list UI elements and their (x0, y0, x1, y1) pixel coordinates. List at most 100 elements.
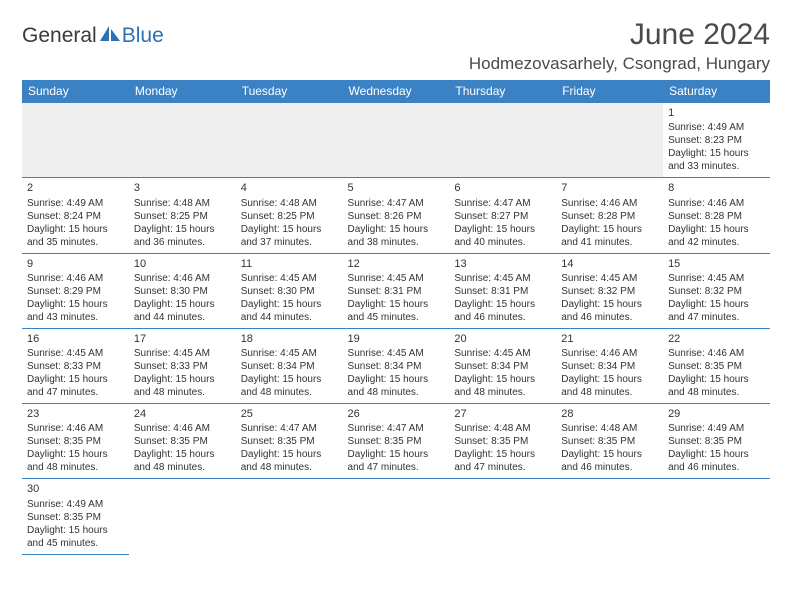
location-text: Hodmezovasarhely, Csongrad, Hungary (469, 54, 770, 74)
sun-info-line: Sunset: 8:35 PM (241, 435, 338, 448)
sun-info-line: Daylight: 15 hours (668, 298, 765, 311)
sun-info-line: Daylight: 15 hours (241, 448, 338, 461)
calendar-cell: 26Sunrise: 4:47 AMSunset: 8:35 PMDayligh… (343, 404, 450, 479)
calendar-cell: 22Sunrise: 4:46 AMSunset: 8:35 PMDayligh… (663, 328, 770, 403)
sun-info-line: Sunset: 8:30 PM (241, 285, 338, 298)
sun-info-line: Daylight: 15 hours (27, 298, 124, 311)
calendar-cell (449, 103, 556, 178)
calendar-cell: 9Sunrise: 4:46 AMSunset: 8:29 PMDaylight… (22, 253, 129, 328)
logo-text-b: Blue (122, 24, 164, 48)
calendar-cell: 6Sunrise: 4:47 AMSunset: 8:27 PMDaylight… (449, 178, 556, 253)
sun-info-line: and 47 minutes. (348, 461, 445, 474)
day-number: 13 (454, 257, 551, 271)
calendar-cell: 24Sunrise: 4:46 AMSunset: 8:35 PMDayligh… (129, 404, 236, 479)
sun-info-line: Sunrise: 4:46 AM (134, 272, 231, 285)
sun-info-line: Sunrise: 4:46 AM (27, 272, 124, 285)
sun-info-line: Daylight: 15 hours (134, 448, 231, 461)
sun-info-line: and 41 minutes. (561, 236, 658, 249)
calendar-cell: 11Sunrise: 4:45 AMSunset: 8:30 PMDayligh… (236, 253, 343, 328)
sun-info-line: Sunset: 8:33 PM (27, 360, 124, 373)
day-number: 22 (668, 332, 765, 346)
sun-info-line: Sunrise: 4:45 AM (27, 347, 124, 360)
sun-info-line: Sunrise: 4:49 AM (668, 121, 765, 134)
sun-info-line: Sunrise: 4:46 AM (561, 197, 658, 210)
sun-info-line: and 48 minutes. (241, 386, 338, 399)
sun-info-line: Sunrise: 4:45 AM (348, 272, 445, 285)
calendar-cell: 13Sunrise: 4:45 AMSunset: 8:31 PMDayligh… (449, 253, 556, 328)
sun-info-line: Daylight: 15 hours (668, 448, 765, 461)
sun-info-line: Sunset: 8:35 PM (27, 435, 124, 448)
calendar-cell: 14Sunrise: 4:45 AMSunset: 8:32 PMDayligh… (556, 253, 663, 328)
sun-info-line: Daylight: 15 hours (561, 223, 658, 236)
calendar-cell: 20Sunrise: 4:45 AMSunset: 8:34 PMDayligh… (449, 328, 556, 403)
calendar-cell: 27Sunrise: 4:48 AMSunset: 8:35 PMDayligh… (449, 404, 556, 479)
sun-info-line: and 44 minutes. (241, 311, 338, 324)
calendar-cell: 25Sunrise: 4:47 AMSunset: 8:35 PMDayligh… (236, 404, 343, 479)
sun-info-line: and 45 minutes. (348, 311, 445, 324)
sun-info-line: Sunset: 8:35 PM (561, 435, 658, 448)
calendar-cell: 28Sunrise: 4:48 AMSunset: 8:35 PMDayligh… (556, 404, 663, 479)
sun-info-line: Sunset: 8:23 PM (668, 134, 765, 147)
sun-info-line: Sunset: 8:33 PM (134, 360, 231, 373)
sun-info-line: Sunrise: 4:46 AM (27, 422, 124, 435)
sun-info-line: Sunrise: 4:45 AM (561, 272, 658, 285)
sun-info-line: and 46 minutes. (561, 311, 658, 324)
day-number: 14 (561, 257, 658, 271)
day-number: 8 (668, 181, 765, 195)
sun-info-line: Daylight: 15 hours (561, 373, 658, 386)
sun-info-line: Sunrise: 4:47 AM (241, 422, 338, 435)
sun-info-line: Sunset: 8:34 PM (241, 360, 338, 373)
calendar-cell: 15Sunrise: 4:45 AMSunset: 8:32 PMDayligh… (663, 253, 770, 328)
sun-info-line: Sunset: 8:27 PM (454, 210, 551, 223)
day-number: 29 (668, 407, 765, 421)
day-header: Thursday (449, 80, 556, 103)
sun-info-line: and 33 minutes. (668, 160, 765, 173)
sun-info-line: and 43 minutes. (27, 311, 124, 324)
day-number: 15 (668, 257, 765, 271)
sun-info-line: and 37 minutes. (241, 236, 338, 249)
sun-info-line: and 42 minutes. (668, 236, 765, 249)
calendar-cell: 29Sunrise: 4:49 AMSunset: 8:35 PMDayligh… (663, 404, 770, 479)
sun-info-line: Sunset: 8:25 PM (241, 210, 338, 223)
day-number: 19 (348, 332, 445, 346)
calendar-cell (343, 479, 450, 554)
sun-info-line: Daylight: 15 hours (668, 223, 765, 236)
sun-info-line: Sunset: 8:31 PM (348, 285, 445, 298)
calendar-cell: 12Sunrise: 4:45 AMSunset: 8:31 PMDayligh… (343, 253, 450, 328)
day-number: 21 (561, 332, 658, 346)
page-header: General Blue June 2024 Hodmezovasarhely,… (22, 18, 770, 74)
sun-info-line: Sunrise: 4:46 AM (561, 347, 658, 360)
logo-text-a: General (22, 24, 97, 48)
day-number: 7 (561, 181, 658, 195)
sun-info-line: Daylight: 15 hours (668, 147, 765, 160)
calendar-cell (129, 103, 236, 178)
sun-info-line: Sunrise: 4:45 AM (348, 347, 445, 360)
sun-info-line: Sunrise: 4:48 AM (241, 197, 338, 210)
sun-info-line: and 45 minutes. (27, 537, 124, 550)
sun-info-line: and 48 minutes. (668, 386, 765, 399)
calendar-row: 2Sunrise: 4:49 AMSunset: 8:24 PMDaylight… (22, 178, 770, 253)
sun-info-line: Sunrise: 4:45 AM (241, 347, 338, 360)
day-header: Wednesday (343, 80, 450, 103)
sun-info-line: Daylight: 15 hours (241, 373, 338, 386)
sun-info-line: and 48 minutes. (27, 461, 124, 474)
sun-info-line: Sunrise: 4:45 AM (454, 347, 551, 360)
day-number: 25 (241, 407, 338, 421)
calendar-cell: 1Sunrise: 4:49 AMSunset: 8:23 PMDaylight… (663, 103, 770, 178)
sun-info-line: and 47 minutes. (668, 311, 765, 324)
calendar-cell: 3Sunrise: 4:48 AMSunset: 8:25 PMDaylight… (129, 178, 236, 253)
day-number: 24 (134, 407, 231, 421)
calendar-row: 16Sunrise: 4:45 AMSunset: 8:33 PMDayligh… (22, 328, 770, 403)
day-number: 18 (241, 332, 338, 346)
calendar-row: 1Sunrise: 4:49 AMSunset: 8:23 PMDaylight… (22, 103, 770, 178)
sun-info-line: Daylight: 15 hours (561, 448, 658, 461)
calendar-cell: 7Sunrise: 4:46 AMSunset: 8:28 PMDaylight… (556, 178, 663, 253)
sun-info-line: and 47 minutes. (454, 461, 551, 474)
calendar-cell (556, 479, 663, 554)
sun-info-line: Daylight: 15 hours (27, 373, 124, 386)
day-number: 16 (27, 332, 124, 346)
sun-info-line: Sunrise: 4:45 AM (668, 272, 765, 285)
sun-info-line: Sunset: 8:24 PM (27, 210, 124, 223)
sun-info-line: Sunset: 8:32 PM (668, 285, 765, 298)
sun-info-line: Sunset: 8:32 PM (561, 285, 658, 298)
